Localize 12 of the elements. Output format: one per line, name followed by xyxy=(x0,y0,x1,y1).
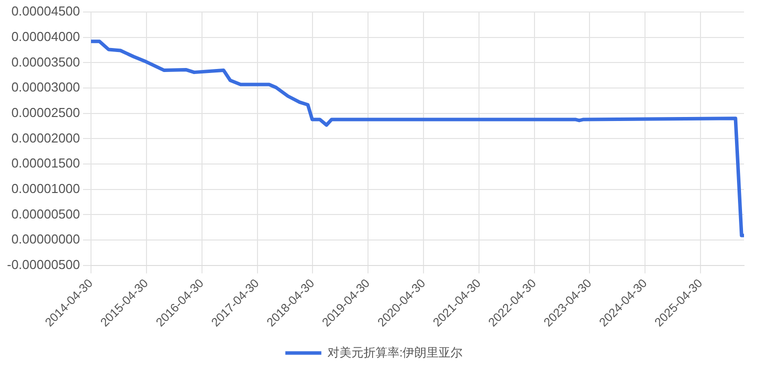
y-tick-label: 0.00001500 xyxy=(11,156,80,171)
y-tick-label: 0.00004500 xyxy=(11,4,80,19)
y-tick-label: 0.00000000 xyxy=(11,232,80,247)
y-tick-label: 0.00003500 xyxy=(11,54,80,70)
legend-label: 对美元折算率:伊朗里亚尔 xyxy=(327,345,463,360)
y-tick-label: 0.00001000 xyxy=(11,180,80,196)
y-tick-label: 0.00002000 xyxy=(11,130,80,146)
y-tick-label: 0.00000500 xyxy=(11,206,80,222)
y-tick-label: 0.00004000 xyxy=(11,28,80,44)
y-tick-label: 0.00003000 xyxy=(11,80,80,95)
y-tick-label: 0.00002500 xyxy=(11,104,80,120)
y-tick-label: -0.00000500 xyxy=(6,256,80,272)
